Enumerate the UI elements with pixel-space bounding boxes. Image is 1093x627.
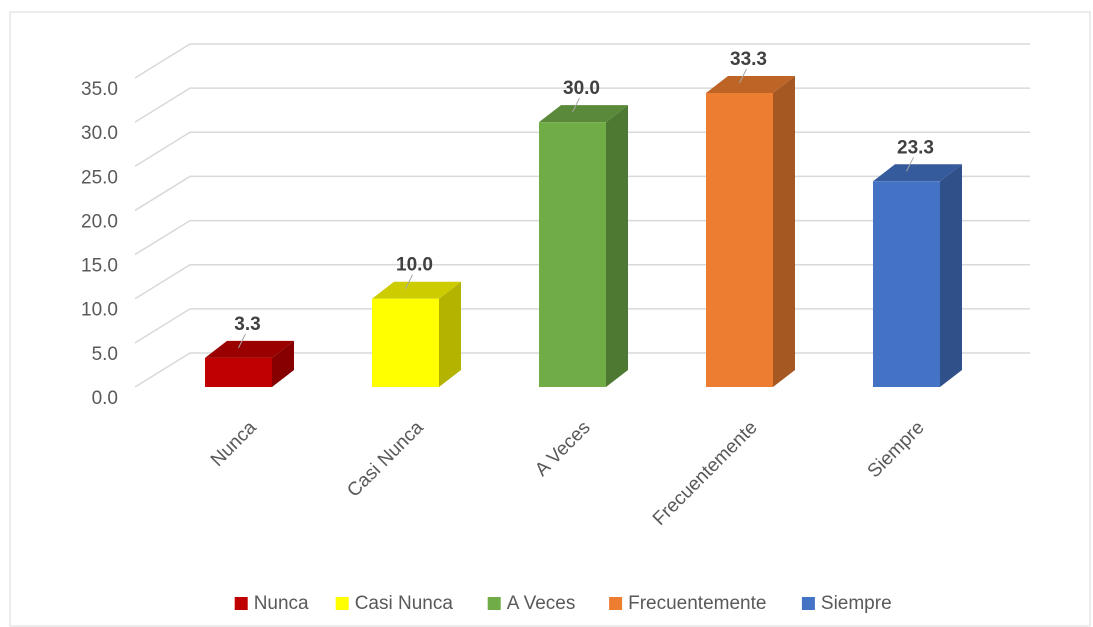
y-tick-label: 0.0	[92, 388, 118, 409]
y-tick-label: 20.0	[81, 211, 118, 232]
leader-line	[405, 274, 413, 289]
data-label: 23.3	[897, 137, 934, 158]
legend-label: Frecuentemente	[628, 593, 766, 614]
bar-top	[539, 105, 628, 123]
grid-line	[134, 43, 1030, 79]
data-label: 10.0	[396, 255, 433, 276]
bar	[706, 76, 795, 387]
bar-front	[706, 93, 773, 387]
bar-side	[439, 281, 461, 387]
bar	[205, 340, 294, 387]
legend-label: Casi Nunca	[355, 593, 454, 614]
legend-swatch	[609, 597, 623, 610]
bar-front	[873, 181, 940, 387]
legend-label: A Veces	[507, 593, 576, 614]
y-tick-label: 5.0	[92, 344, 118, 365]
y-tick-label: 10.0	[81, 300, 118, 321]
legend-label: Siempre	[821, 593, 892, 614]
leader-line	[739, 68, 747, 84]
bar	[539, 105, 628, 388]
legend-label: Nunca	[254, 593, 309, 614]
bar-top	[706, 76, 795, 94]
bar-top	[205, 340, 294, 358]
leader-line	[906, 157, 914, 172]
bar-top	[873, 164, 962, 182]
bar-side	[606, 105, 628, 388]
bar-front	[372, 298, 439, 387]
y-tick-label: 30.0	[81, 123, 118, 144]
bar-top	[372, 281, 461, 299]
bar-side	[272, 340, 294, 387]
bar-front	[539, 122, 606, 388]
leader-line	[572, 97, 580, 113]
legend-swatch	[487, 597, 501, 610]
y-tick-label: 25.0	[81, 167, 118, 188]
bar-front	[205, 357, 272, 387]
data-label: 33.3	[730, 49, 767, 70]
legend-swatch	[801, 597, 815, 610]
y-tick-label: 35.0	[81, 79, 118, 100]
bar-side	[940, 164, 962, 387]
leader-line	[238, 333, 246, 349]
y-tick-label: 15.0	[81, 256, 118, 277]
legend-swatch	[335, 597, 349, 610]
bar	[873, 164, 962, 387]
data-label: 3.3	[234, 314, 260, 335]
bar	[372, 281, 461, 387]
bar-side	[773, 76, 795, 387]
data-label: 30.0	[563, 78, 600, 99]
legend-swatch	[234, 597, 248, 610]
